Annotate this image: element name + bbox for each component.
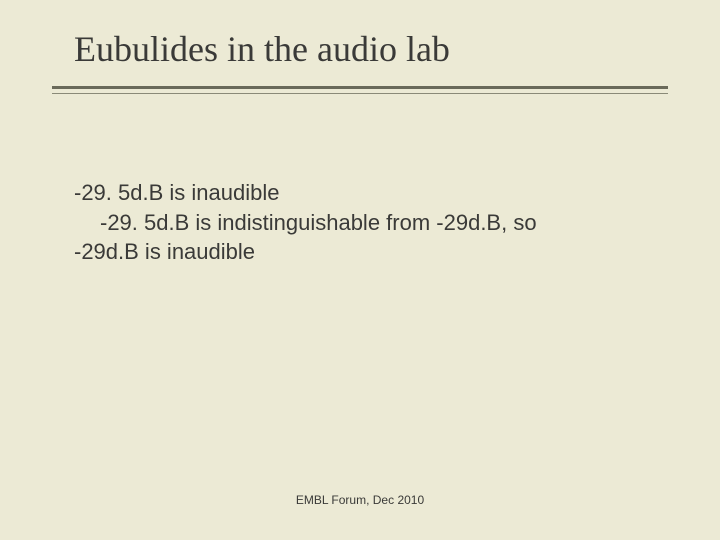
body-line-1: -29. 5d.B is inaudible [74, 178, 664, 208]
slide: Eubulides in the audio lab -29. 5d.B is … [0, 0, 720, 540]
body-line-3: -29d.B is inaudible [74, 237, 664, 267]
title-rule-thin [52, 93, 668, 94]
slide-title: Eubulides in the audio lab [74, 28, 450, 70]
slide-footer: EMBL Forum, Dec 2010 [0, 493, 720, 507]
body-line-2: -29. 5d.B is indistinguishable from -29d… [74, 208, 664, 238]
title-rule-thick [52, 86, 668, 89]
slide-body: -29. 5d.B is inaudible -29. 5d.B is indi… [74, 178, 664, 267]
